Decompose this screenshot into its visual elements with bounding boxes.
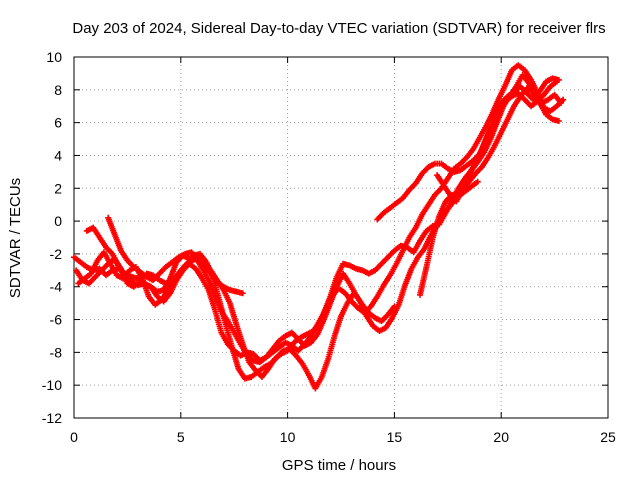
y-tick-label: 10 bbox=[46, 49, 62, 65]
data-track bbox=[105, 214, 246, 297]
x-axis-title: GPS time / hours bbox=[282, 457, 396, 474]
y-tick-label: 0 bbox=[54, 213, 62, 229]
grid bbox=[74, 57, 608, 418]
data-track bbox=[83, 224, 398, 364]
x-tick-label: 15 bbox=[387, 429, 403, 445]
x-tick-label: 20 bbox=[493, 429, 509, 445]
data-point bbox=[560, 96, 567, 103]
plot-frame bbox=[73, 56, 609, 419]
data-track bbox=[434, 75, 562, 205]
x-tick-label: 5 bbox=[177, 429, 185, 445]
data-point bbox=[474, 178, 481, 185]
x-tick-label: 0 bbox=[70, 429, 78, 445]
y-tick-label: -2 bbox=[50, 246, 63, 262]
axis-ticks bbox=[73, 56, 609, 419]
data-point bbox=[555, 117, 562, 124]
y-tick-label: -6 bbox=[50, 312, 63, 328]
data-point bbox=[391, 303, 398, 310]
data-points bbox=[71, 62, 567, 392]
y-tick-label: -10 bbox=[42, 377, 62, 393]
data-point bbox=[239, 290, 246, 297]
chart-title: Day 203 of 2024, Sidereal Day-to-day VTE… bbox=[72, 20, 605, 37]
y-tick-label: -12 bbox=[42, 410, 62, 426]
y-tick-label: 8 bbox=[54, 82, 62, 98]
y-axis-title: SDTVAR / TECUs bbox=[7, 178, 24, 298]
data-point bbox=[555, 76, 562, 83]
y-tick-label: -4 bbox=[50, 279, 63, 295]
y-tick-label: 2 bbox=[54, 180, 62, 196]
x-tick-label: 25 bbox=[600, 429, 616, 445]
x-tick-label: 10 bbox=[280, 429, 296, 445]
y-tick-label: 6 bbox=[54, 115, 62, 131]
y-tick-label: -8 bbox=[50, 344, 63, 360]
y-tick-label: 4 bbox=[54, 147, 62, 163]
